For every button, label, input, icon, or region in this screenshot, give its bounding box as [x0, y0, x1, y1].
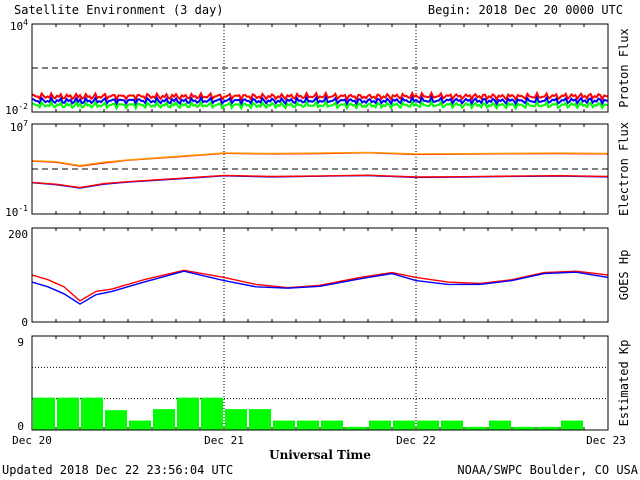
proton-flux-panel: 104 10-2 Proton Flux	[5, 18, 631, 117]
kp-frame	[31, 335, 609, 431]
updated-timestamp: Updated 2018 Dec 22 23:56:04 UTC	[2, 463, 233, 477]
kp-ytick-top: 9	[17, 336, 24, 349]
kp-bar	[201, 397, 223, 430]
kp-bar	[33, 397, 55, 430]
xtick-dec-23: Dec 23	[586, 434, 626, 447]
series-line-blue	[31, 95, 609, 107]
kp-bar	[249, 409, 271, 430]
xtick-dec-22: Dec 22	[396, 434, 436, 447]
goes-ytick-top: 200	[8, 228, 28, 241]
kp-bar	[129, 420, 151, 430]
goes-hp-panel: 200 0 GOES Hp	[8, 227, 631, 329]
kp-bar	[273, 420, 295, 430]
time-axis: Dec 20 Dec 21 Dec 22 Dec 23 Universal Ti…	[12, 434, 626, 462]
kp-bar	[417, 420, 439, 430]
kp-bar	[513, 426, 535, 430]
kp-bar	[57, 397, 79, 430]
kp-bar	[345, 426, 367, 430]
kp-bar	[81, 397, 103, 430]
proton-flux-frame	[31, 23, 609, 113]
begin-timestamp: Begin: 2018 Dec 20 0000 UTC	[428, 3, 623, 17]
kp-bar	[369, 420, 391, 430]
series-line-blue	[31, 270, 609, 305]
proton-flux-ylabel: Proton Flux	[617, 28, 631, 107]
goes-hp-frame	[31, 227, 609, 323]
kp-bar	[489, 420, 511, 430]
proton-ytick-top: 104	[10, 18, 28, 33]
proton-ytick-bottom: 10-2	[5, 102, 28, 117]
series-line-red	[31, 174, 609, 189]
electron-ytick-bottom: 10-1	[5, 204, 28, 219]
kp-ylabel: Estimated Kp	[617, 340, 631, 427]
xtick-dec-20: Dec 20	[12, 434, 52, 447]
kp-bar	[561, 420, 583, 430]
kp-bar	[537, 426, 559, 430]
series-line-orange	[31, 151, 609, 167]
kp-bar	[297, 420, 319, 430]
electron-ytick-top: 107	[10, 119, 28, 134]
kp-bars-group	[32, 335, 608, 430]
series-line-green	[31, 99, 608, 111]
xtick-dec-21: Dec 21	[204, 434, 244, 447]
credit-text: NOAA/SWPC Boulder, CO USA	[457, 463, 638, 477]
kp-bar	[105, 410, 127, 430]
kp-bar	[225, 409, 247, 430]
proton-flux-series-group	[31, 24, 609, 112]
electron-flux-frame	[31, 123, 609, 215]
kp-bar	[441, 420, 463, 430]
kp-bar	[393, 420, 415, 430]
kp-panel: 9 0 Estimated Kp	[17, 335, 631, 433]
kp-bar	[153, 409, 175, 430]
electron-flux-series-group	[31, 124, 609, 214]
kp-bar	[465, 426, 487, 430]
series-line-red	[31, 90, 609, 102]
electron-flux-ylabel: Electron Flux	[617, 122, 631, 216]
x-axis-title: Universal Time	[269, 448, 371, 462]
goes-ytick-bottom: 0	[21, 316, 28, 329]
figure-title: Satellite Environment (3 day)	[14, 3, 224, 17]
kp-bar	[177, 397, 199, 430]
goes-hp-series-group	[31, 228, 609, 322]
series-line-red	[31, 151, 609, 167]
kp-ytick-bottom: 0	[17, 420, 24, 433]
goes-hp-ylabel: GOES Hp	[617, 250, 631, 301]
kp-bar	[321, 420, 343, 430]
electron-flux-panel: 107 10-1 Electron Flux	[5, 119, 631, 219]
